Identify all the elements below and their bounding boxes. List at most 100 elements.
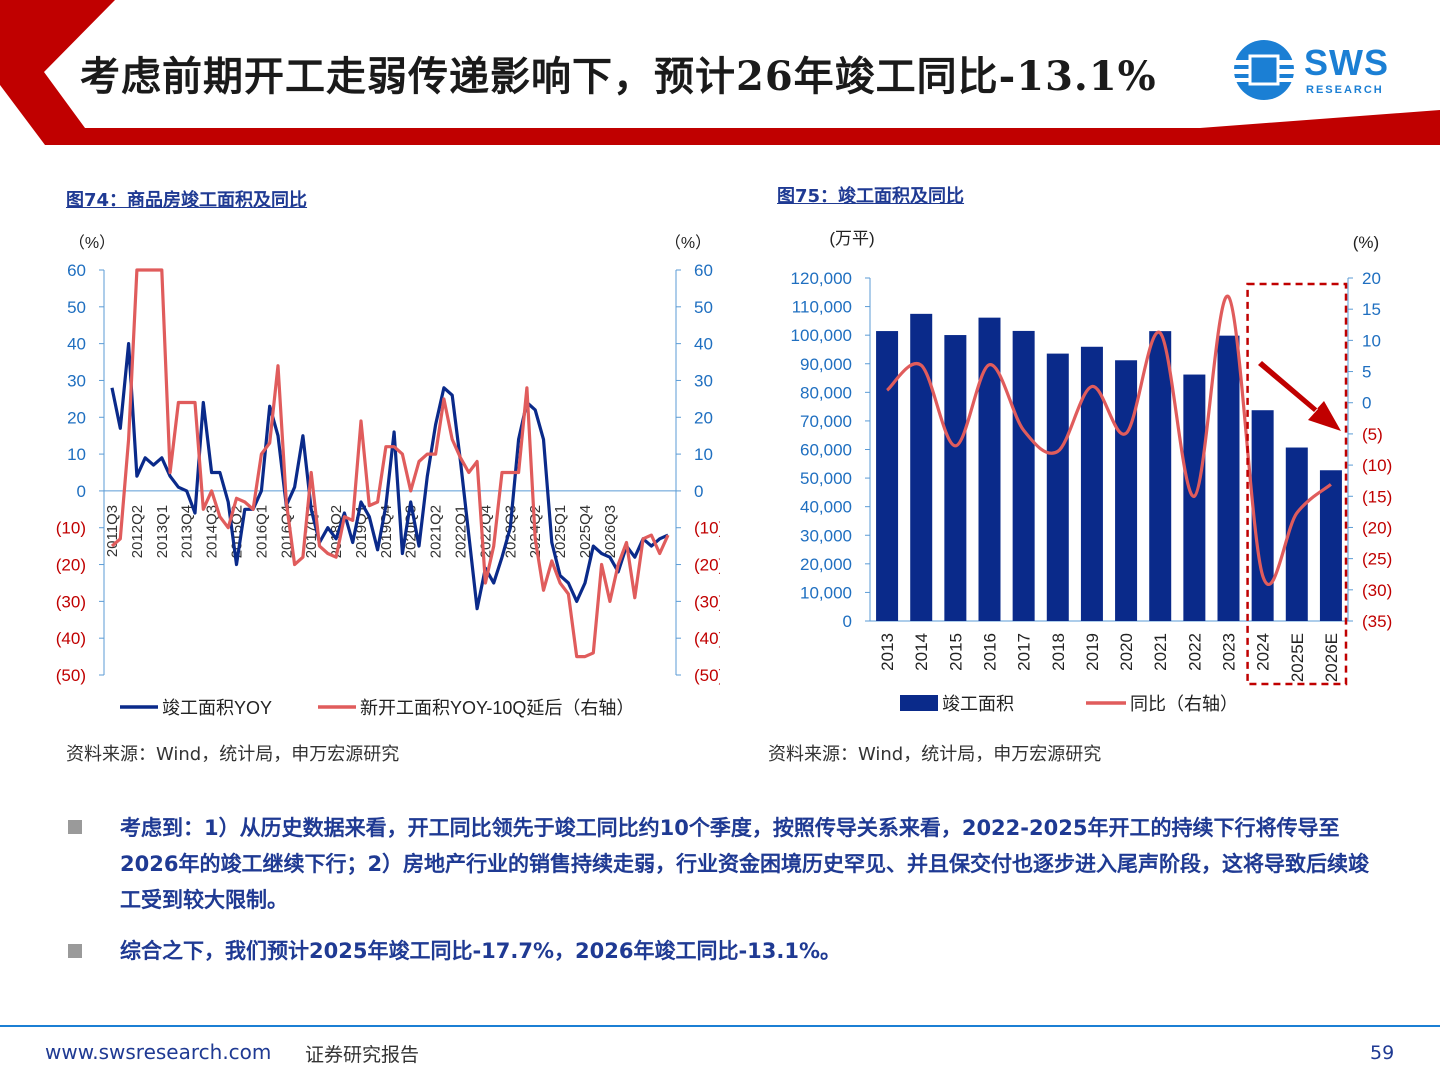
left-tick-label: 90,000 — [800, 355, 852, 374]
right-tick-label: (5) — [1362, 425, 1383, 444]
left-tick-label: 40,000 — [800, 498, 852, 517]
left-tick-label: 60 — [67, 261, 86, 280]
bar-completion-area — [1046, 353, 1069, 621]
left-tick-label: 80,000 — [800, 383, 852, 402]
legend-label-completion: 竣工面积YOY — [162, 698, 272, 718]
x-tick-label: 2026Q3 — [602, 505, 619, 558]
x-tick-label: 2013Q1 — [154, 505, 171, 558]
right-tick-label: (30) — [1362, 581, 1392, 600]
legend-label-newstart: 新开工面积YOY-10Q延后（右轴） — [360, 698, 634, 718]
bar-completion-area — [910, 313, 933, 621]
x-tick-label: 2022Q1 — [453, 505, 470, 558]
right-tick-label: (20) — [1362, 518, 1392, 537]
right-tick-label: 10 — [1362, 331, 1381, 350]
logo-main-text: SWS — [1304, 42, 1390, 83]
right-axis-unit: （%） — [665, 234, 711, 252]
right-axis-unit: (%) — [1353, 233, 1379, 252]
right-tick-label: (40) — [694, 629, 720, 648]
right-tick-label: 20 — [1362, 269, 1381, 288]
series-line-newstart-yoy — [110, 268, 670, 659]
bar-completion-area — [1012, 330, 1035, 621]
left-tick-label: 20 — [67, 408, 86, 427]
right-tick-label: (25) — [1362, 550, 1392, 569]
down-arrow-icon — [1258, 361, 1341, 431]
left-tick-label: 50,000 — [800, 469, 852, 488]
figure74-title: 图74：商品房竣工面积及同比 — [66, 190, 308, 211]
left-tick-label: (50) — [56, 666, 86, 685]
x-tick-label: 2025E — [1288, 633, 1307, 682]
x-tick-label: 2026E — [1322, 633, 1341, 682]
figure75-source: 资料来源：Wind，统计局，申万宏源研究 — [768, 744, 1102, 765]
left-tick-label: 10,000 — [800, 583, 852, 602]
left-tick-label: 0 — [843, 612, 852, 631]
left-tick-label: 40 — [67, 335, 86, 354]
footer-url-link[interactable]: www.swsresearch.com — [45, 1040, 272, 1064]
x-tick-label: 2022 — [1185, 633, 1204, 671]
left-tick-label: (40) — [56, 629, 86, 648]
right-tick-label: (10) — [694, 519, 720, 538]
bar-completion-area — [1115, 360, 1138, 621]
left-tick-label: 50 — [67, 298, 86, 317]
x-tick-label: 2023 — [1220, 633, 1239, 671]
left-tick-label: 0 — [77, 482, 86, 501]
page-number: 59 — [1370, 1042, 1395, 1064]
right-tick-label: (20) — [694, 556, 720, 575]
bullet-text-1: 考虑到：1）从历史数据来看，开工同比领先于竣工同比约10个季度，按照传导关系来看… — [120, 816, 1370, 912]
bar-completion-area — [1251, 410, 1274, 621]
bullet-marker — [68, 944, 82, 958]
x-tick-label: 2013Q4 — [179, 505, 196, 558]
left-tick-label: 30,000 — [800, 526, 852, 545]
x-tick-label: 2014Q3 — [204, 505, 221, 558]
bar-completion-area — [1285, 447, 1308, 621]
bar-completion-area — [876, 331, 899, 621]
bar-completion-area — [1217, 335, 1240, 621]
figure75-chart: (万平) (%) 120,000 110,000 100,000 90,000 80,000… — [791, 229, 1393, 714]
right-tick-label: (10) — [1362, 456, 1392, 475]
right-tick-label: 20 — [694, 408, 713, 427]
left-tick-label: (10) — [56, 519, 86, 538]
x-tick-label: 2011Q3 — [104, 505, 121, 557]
right-tick-label: 40 — [694, 335, 713, 354]
left-tick-label: 70,000 — [800, 412, 852, 431]
left-tick-label: 10 — [67, 445, 86, 464]
bar-completion-area — [1149, 331, 1172, 621]
right-tick-label: 15 — [1362, 300, 1381, 319]
logo-sub-text: RESEARCH — [1306, 84, 1384, 96]
x-tick-label: 2017 — [1015, 633, 1034, 671]
x-tick-label: 2014 — [912, 633, 931, 671]
figure75-title: 图75：竣工面积及同比 — [777, 186, 965, 207]
right-tick-label: 0 — [1362, 394, 1371, 413]
page-title: 考虑前期开工走弱传递影响下，预计26年竣工同比-13.1% — [80, 53, 1157, 100]
bullet-marker — [68, 820, 82, 834]
x-tick-label: 2024 — [1254, 633, 1273, 671]
series-line-completion-yoy — [110, 341, 669, 611]
bar-completion-area — [1319, 470, 1342, 621]
right-tick-label: (35) — [1362, 612, 1392, 631]
bar-completion-area — [978, 317, 1001, 621]
left-axis-unit: （%） — [69, 234, 115, 252]
left-tick-label: 60,000 — [800, 441, 852, 460]
x-tick-label: 2025Q1 — [552, 505, 569, 558]
right-tick-label: 60 — [694, 261, 713, 280]
right-tick-label: (50) — [694, 666, 720, 685]
x-tick-label: 2018Q2 — [328, 505, 345, 558]
right-tick-label: 30 — [694, 371, 713, 390]
left-tick-label: (20) — [56, 556, 86, 575]
sws-globe-icon — [1234, 40, 1294, 100]
right-tick-label: 10 — [694, 445, 713, 464]
x-tick-label: 2018 — [1049, 633, 1068, 671]
right-tick-label: (15) — [1362, 487, 1392, 506]
legend-swatch-completion-area — [900, 695, 938, 711]
x-tick-label: 2015 — [946, 633, 965, 671]
x-tick-label: 2025Q4 — [577, 505, 594, 558]
left-tick-label: 110,000 — [792, 298, 852, 317]
right-tick-label: 5 — [1362, 363, 1371, 382]
series-line-yoy — [885, 295, 1332, 587]
right-tick-label: 50 — [694, 298, 713, 317]
left-tick-label: 30 — [67, 371, 86, 390]
figure74-source: 资料来源：Wind，统计局，申万宏源研究 — [66, 744, 400, 765]
left-axis-unit: (万平) — [829, 229, 874, 248]
bullet-text-2: 综合之下，我们预计2025年竣工同比-17.7%，2026年竣工同比-13.1%… — [120, 939, 842, 963]
bar-completion-area — [1080, 346, 1103, 621]
forecast-highlight-box — [1246, 282, 1348, 686]
